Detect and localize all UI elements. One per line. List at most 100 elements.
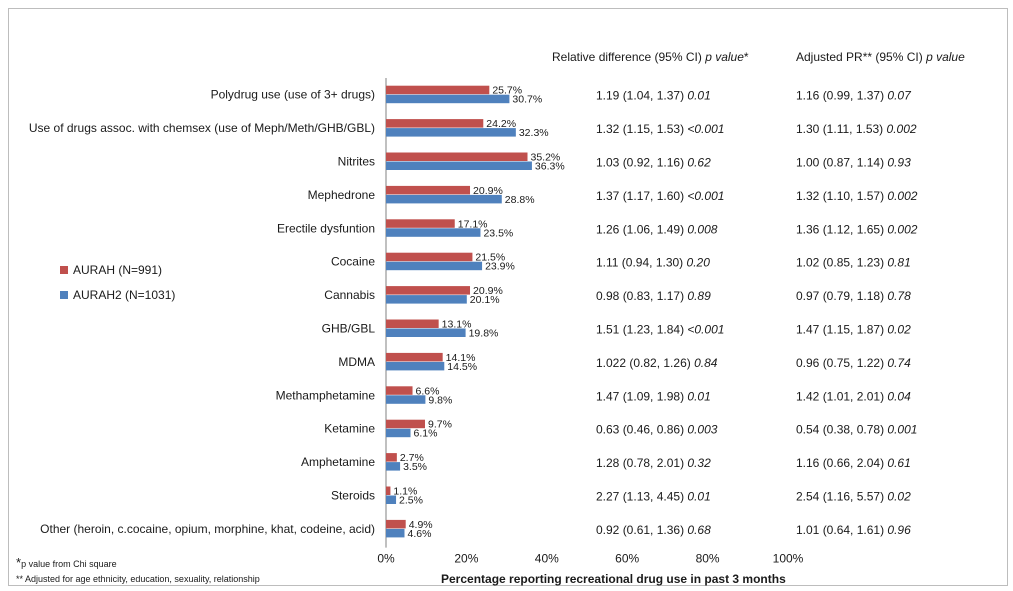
category-label: Methamphetamine <box>276 388 376 402</box>
category-label: Mephedrone <box>308 188 376 202</box>
legend-swatch-aurah2 <box>60 291 68 299</box>
relative-difference-value: 1.03 (0.92, 1.16) 0.62 <box>596 156 711 170</box>
bar-aurah2 <box>386 395 426 404</box>
bar-aurah <box>386 419 425 429</box>
relative-difference-value: 1.28 (0.78, 2.01) 0.32 <box>596 456 711 470</box>
bar-aurah2 <box>386 361 445 371</box>
adjusted-pr-value: 1.00 (0.87, 1.14) 0.93 <box>796 156 911 170</box>
bar-aurah2 <box>386 161 532 170</box>
data-label-aurah: 13.1% <box>442 319 472 331</box>
data-label-aurah: 35.2% <box>531 152 561 164</box>
relative-difference-value: 1.26 (1.06, 1.49) 0.008 <box>596 222 718 236</box>
bar-aurah <box>386 219 455 228</box>
data-label-aurah2: 30.7% <box>512 94 542 106</box>
legend-label-aurah: AURAH (N=991) <box>73 263 163 277</box>
adjusted-pr-value: 1.42 (1.01, 2.01) 0.04 <box>796 389 911 403</box>
relative-difference-value: 1.37 (1.17, 1.60) <0.001 <box>596 189 724 203</box>
relative-difference-value: 1.32 (1.15, 1.53) <0.001 <box>596 122 724 136</box>
data-label-aurah2: 28.8% <box>505 194 535 206</box>
adjusted-pr-header: Adjusted PR** (95% CI) p value <box>796 50 965 64</box>
data-label-aurah: 2.7% <box>400 452 424 464</box>
bar-aurah <box>386 386 413 395</box>
relative-difference-value: 2.27 (1.13, 4.45) 0.01 <box>596 490 711 504</box>
category-label: Use of drugs assoc. with chemsex (use of… <box>29 121 375 135</box>
data-label-aurah2: 32.3% <box>519 127 549 139</box>
bar-aurah2 <box>386 495 397 504</box>
relative-header-text: Relative difference (95% CI) <box>552 50 706 64</box>
x-tick-label: 40% <box>535 552 559 566</box>
chart-frame <box>8 8 1008 586</box>
data-label-aurah: 21.5% <box>475 252 505 264</box>
relative-difference-header: Relative difference (95% CI) p value* <box>552 50 749 64</box>
relative-header-pvalue: p value <box>705 50 744 64</box>
legend-item-aurah: AURAH (N=991) <box>60 263 162 277</box>
data-label-aurah2: 36.3% <box>535 161 565 173</box>
bar-aurah2 <box>386 428 411 438</box>
category-label: Nitrites <box>338 155 375 169</box>
adjusted-pr-value: 0.54 (0.38, 0.78) 0.001 <box>796 423 917 437</box>
data-label-aurah2: 23.9% <box>485 261 515 273</box>
footnote-star: * <box>16 555 22 570</box>
bar-aurah <box>386 119 484 128</box>
legend-label-aurah2: AURAH2 (N=1031) <box>73 288 176 302</box>
data-label-aurah: 25.7% <box>492 85 522 97</box>
bar-aurah2 <box>386 228 481 237</box>
bar-aurah <box>386 486 391 495</box>
relative-difference-value: 1.19 (1.04, 1.37) 0.01 <box>596 89 711 103</box>
relative-difference-value: 1.11 (0.94, 1.30) 0.20 <box>596 256 710 270</box>
adjusted-pr-value: 1.01 (0.64, 1.61) 0.96 <box>796 523 911 537</box>
category-label: MDMA <box>338 355 375 369</box>
data-label-aurah2: 9.8% <box>428 394 452 406</box>
category-label: Other (heroin, c.cocaine, opium, morphin… <box>40 522 375 536</box>
bar-aurah2 <box>386 328 466 337</box>
category-label: Cocaine <box>331 255 375 269</box>
adjusted-pr-value: 1.16 (0.99, 1.37) 0.07 <box>796 89 912 103</box>
data-label-aurah: 1.1% <box>393 486 417 498</box>
data-label-aurah: 14.1% <box>446 352 476 364</box>
relative-difference-value: 0.92 (0.61, 1.36) 0.68 <box>596 523 711 537</box>
x-tick-label: 20% <box>454 552 478 566</box>
adjusted-header-pvalue: p value <box>926 50 965 64</box>
footnote-adjusted: ** Adjusted for age ethnicity, education… <box>16 574 260 584</box>
adjusted-header-text: Adjusted PR** (95% CI) <box>796 50 927 64</box>
adjusted-pr-value: 1.32 (1.10, 1.57) 0.002 <box>796 189 918 203</box>
relative-difference-value: 1.51 (1.23, 1.84) <0.001 <box>596 323 724 337</box>
category-label: Cannabis <box>324 288 375 302</box>
bar-aurah2 <box>386 194 502 204</box>
adjusted-pr-value: 1.30 (1.11, 1.53) 0.002 <box>796 122 917 136</box>
data-label-aurah: 24.2% <box>486 118 516 130</box>
category-label: Steroids <box>331 489 375 503</box>
x-axis-title: Percentage reporting recreational drug u… <box>441 572 786 586</box>
data-label-aurah2: 3.5% <box>403 461 427 473</box>
adjusted-pr-value: 1.47 (1.15, 1.87) 0.02 <box>796 323 911 337</box>
data-label-aurah2: 19.8% <box>469 328 499 340</box>
bar-aurah2 <box>386 528 405 538</box>
data-label-aurah: 17.1% <box>458 218 488 230</box>
data-label-aurah2: 2.5% <box>399 495 423 507</box>
legend-swatch-aurah <box>60 266 68 274</box>
adjusted-pr-value: 2.54 (1.16, 5.57) 0.02 <box>796 490 911 504</box>
data-label-aurah2: 6.1% <box>414 428 438 440</box>
bar-aurah <box>386 152 528 161</box>
data-label-aurah: 9.7% <box>428 419 452 431</box>
data-label-aurah: 20.9% <box>473 285 503 297</box>
x-tick-label: 80% <box>696 552 720 566</box>
bar-aurah <box>386 252 473 262</box>
relative-difference-value: 1.022 (0.82, 1.26) 0.84 <box>596 356 718 370</box>
data-label-aurah2: 23.5% <box>483 227 513 239</box>
adjusted-pr-value: 0.97 (0.79, 1.18) 0.78 <box>796 289 911 303</box>
x-tick-label: 100% <box>773 552 804 566</box>
bar-aurah2 <box>386 261 483 271</box>
data-label-aurah: 20.9% <box>473 185 503 197</box>
relative-header-star: * <box>743 50 749 64</box>
data-label-aurah2: 14.5% <box>447 361 477 373</box>
bar-aurah2 <box>386 94 510 104</box>
footnote-text-1: p value from Chi square <box>21 559 117 569</box>
x-tick-label: 60% <box>615 552 639 566</box>
adjusted-pr-value: 1.02 (0.85, 1.23) 0.81 <box>796 256 911 270</box>
category-label: Polydrug use (use of 3+ drugs) <box>211 88 375 102</box>
bar-aurah2 <box>386 128 516 137</box>
bar-aurah <box>386 286 471 295</box>
adjusted-pr-value: 1.16 (0.66, 2.04) 0.61 <box>796 456 911 470</box>
